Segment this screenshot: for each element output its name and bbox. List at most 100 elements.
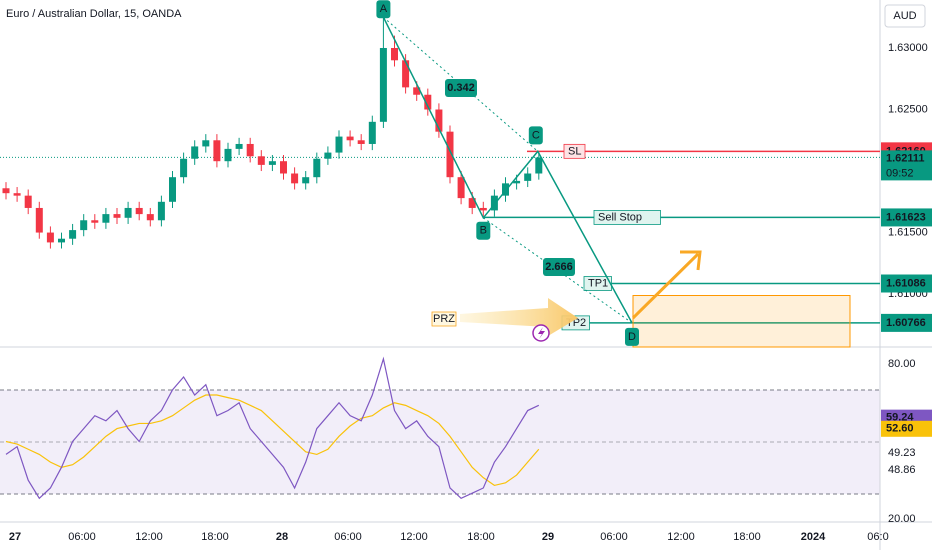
rsi-tick-label: 80.00 <box>888 358 916 370</box>
rsi-ma-line <box>5 394 540 487</box>
level-price-badge: 1.61623 <box>886 211 926 223</box>
ratio-label: 0.342 <box>447 82 475 94</box>
candle-body <box>268 161 276 165</box>
candle-body <box>24 195 32 208</box>
pattern-point: A <box>380 3 388 15</box>
price-tick-label: 1.61500 <box>888 226 928 238</box>
candle-body <box>446 131 454 178</box>
event-bolt <box>538 327 545 339</box>
trade-arrow <box>631 250 702 320</box>
time-tick-label: 12:00 <box>400 531 428 543</box>
rsi-extra-label: 49.23 <box>888 447 916 459</box>
level-name: SL <box>568 145 581 157</box>
candle-body <box>291 173 299 184</box>
candle-body <box>146 214 154 221</box>
time-tick-label: 18:00 <box>201 531 229 543</box>
symbol-title: Euro / Australian Dollar, 15, OANDA <box>6 8 182 20</box>
pattern-point-box <box>528 126 543 145</box>
candle-body <box>191 146 199 159</box>
candle-body <box>302 177 310 184</box>
pattern-point-box <box>376 0 391 19</box>
pattern-point-box <box>625 327 639 346</box>
price-tick-label: 1.62500 <box>888 103 928 115</box>
candle-body <box>479 207 487 211</box>
pattern-point: B <box>480 225 487 237</box>
currency-button[interactable] <box>884 4 926 28</box>
level-price-badge-bg <box>881 208 932 227</box>
candle-body <box>169 177 176 202</box>
currency[interactable]: AUD <box>893 10 916 22</box>
ratio-label: 2.666 <box>545 261 573 273</box>
candle-body <box>35 207 43 233</box>
time-tick-label: 28 <box>276 531 288 543</box>
level-tag <box>563 143 586 159</box>
candle-body <box>213 140 221 162</box>
time-tick-label: 29 <box>542 531 554 543</box>
time-tick-label: 06:00 <box>334 531 362 543</box>
target-zone <box>632 295 851 348</box>
pattern-leg <box>382 16 633 324</box>
time-tick-label: 27 <box>9 531 21 543</box>
pattern-point: C <box>532 129 540 141</box>
candle-body <box>135 207 143 215</box>
level-price-badge: 1.60766 <box>886 317 926 329</box>
price-tick-label: 1.63000 <box>888 42 928 54</box>
rsi-badge-bg <box>881 420 932 437</box>
candle-body <box>490 195 498 211</box>
time-tick-label: 06:00 <box>600 531 628 543</box>
candle-body <box>224 148 232 162</box>
time-tick-label: 06:0 <box>867 531 888 543</box>
prz-arrow <box>460 298 578 336</box>
time-tick-label: 18:00 <box>467 531 495 543</box>
rsi-badge: 52.60 <box>886 423 914 435</box>
candle-body <box>180 158 188 178</box>
candle-body <box>102 214 110 223</box>
candle-body <box>379 47 387 122</box>
candle-body <box>368 121 376 144</box>
last-price-badge-bg <box>881 150 932 181</box>
candle-body <box>402 60 410 88</box>
candle-body <box>280 161 287 174</box>
level-name: TP1 <box>588 277 608 289</box>
candle-body <box>324 152 332 159</box>
ratio-box <box>543 258 575 276</box>
candle-body <box>413 87 421 95</box>
time-tick-label: 12:00 <box>667 531 695 543</box>
pattern-point-box <box>476 221 491 240</box>
candle-body <box>357 140 365 144</box>
time-tick-label: 12:00 <box>135 531 163 543</box>
ratio-box <box>445 79 477 97</box>
candle-body <box>91 220 99 223</box>
candle-body <box>524 173 532 181</box>
time-tick-label: 06:00 <box>68 531 96 543</box>
candle-body <box>2 188 10 194</box>
rsi-tick-label: 20.00 <box>888 513 916 525</box>
candle-body <box>346 136 354 141</box>
candle-body <box>13 193 21 196</box>
candle-body <box>235 143 243 149</box>
candle-body <box>113 214 121 218</box>
level-tag <box>583 276 612 291</box>
candle-body <box>513 180 521 184</box>
countdown: 09:52 <box>886 167 914 179</box>
level-price-badge-bg <box>881 313 932 332</box>
candle-body <box>535 157 543 174</box>
level-price-badge: 1.61086 <box>886 277 926 289</box>
candle-body <box>246 143 254 157</box>
time-tick-label: 2024 <box>801 531 826 543</box>
rsi-badge: 59.24 <box>886 412 914 424</box>
candle-body <box>157 201 165 221</box>
pattern-point: D <box>628 331 636 343</box>
level-name: Sell Stop <box>598 211 642 223</box>
rsi-band <box>0 390 880 494</box>
candle-body <box>80 220 88 231</box>
rsi-extra-label: 48.86 <box>888 464 916 476</box>
candle-body <box>69 230 77 239</box>
candle-body <box>424 94 432 110</box>
candle-body <box>46 232 54 243</box>
candle-body <box>313 158 321 178</box>
candle-body <box>468 198 476 208</box>
level-price-badge-bg <box>881 274 932 293</box>
prz-label: PRZ <box>433 313 455 325</box>
